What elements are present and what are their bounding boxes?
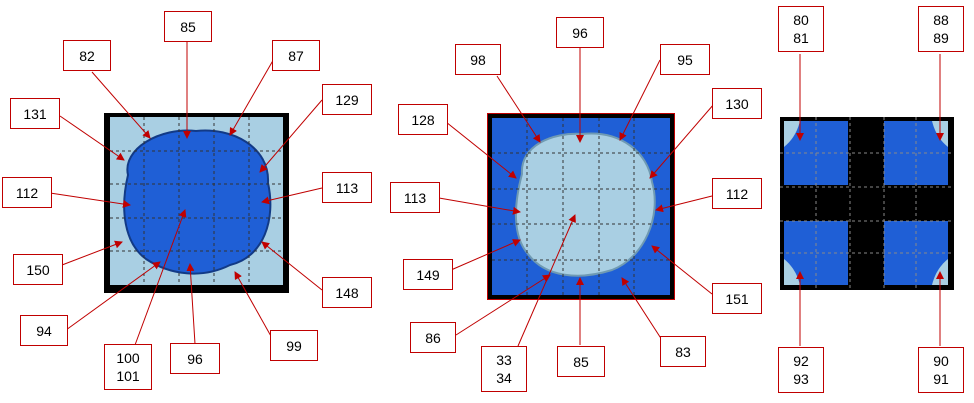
label-80-81: 80 81 (778, 6, 824, 52)
label-94: 94 (20, 315, 68, 346)
label-text: 34 (496, 370, 512, 386)
label-text: 100 (116, 350, 140, 366)
label-149: 149 (403, 259, 453, 290)
label-text: 33 (496, 352, 512, 368)
label-128: 128 (398, 104, 448, 135)
label-95: 95 (660, 44, 710, 75)
label-text: 149 (416, 266, 440, 283)
label-text: 92 (793, 353, 809, 369)
label-text: 96 (187, 350, 203, 367)
label-96b: 96 (556, 17, 604, 48)
tile-panel-1-grid (110, 117, 283, 285)
label-text: 148 (335, 284, 359, 301)
panel-2-art (492, 118, 670, 295)
label-text: 89 (933, 30, 949, 46)
label-100-101: 100 101 (104, 344, 152, 390)
label-text: 113 (335, 179, 359, 196)
label-85: 85 (164, 11, 212, 42)
label-129: 129 (322, 84, 372, 115)
panel-1-art (110, 117, 283, 285)
label-130: 130 (712, 88, 762, 119)
label-text: 81 (793, 30, 809, 46)
label-150: 150 (13, 254, 63, 285)
label-text: 128 (411, 111, 435, 128)
label-90-91: 90 91 (918, 347, 964, 393)
label-87: 87 (272, 40, 320, 71)
label-text: 130 (725, 95, 749, 112)
label-33-34: 33 34 (481, 346, 527, 392)
label-text: 90 (933, 353, 949, 369)
label-148: 148 (322, 277, 372, 308)
label-113b: 113 (390, 182, 440, 213)
label-86: 86 (410, 322, 456, 353)
label-99: 99 (270, 330, 318, 361)
label-text: 112 (15, 184, 39, 201)
label-112: 112 (2, 177, 52, 208)
label-text: 150 (26, 261, 50, 278)
label-text: 96 (572, 24, 588, 41)
label-text: 113 (403, 189, 427, 206)
label-98: 98 (455, 44, 501, 75)
label-131: 131 (10, 98, 60, 129)
label-83: 83 (660, 336, 706, 367)
label-text: 86 (425, 329, 441, 346)
label-96: 96 (170, 343, 220, 374)
label-text: 99 (286, 337, 302, 354)
label-text: 112 (725, 185, 749, 202)
label-text: 131 (23, 105, 47, 122)
label-85b: 85 (557, 346, 605, 377)
tile-panel-2-grid (492, 118, 670, 295)
label-92-93: 92 93 (778, 347, 824, 393)
label-text: 85 (180, 18, 196, 35)
label-text: 80 (793, 12, 809, 28)
label-text: 91 (933, 371, 949, 387)
label-text: 101 (116, 368, 140, 384)
label-text: 151 (725, 290, 749, 307)
label-88-89: 88 89 (918, 6, 964, 52)
label-text: 87 (288, 47, 304, 64)
label-text: 88 (933, 12, 949, 28)
label-82: 82 (63, 40, 111, 71)
label-text: 83 (675, 343, 691, 360)
label-151: 151 (712, 283, 762, 314)
label-text: 94 (36, 322, 52, 339)
label-text: 95 (677, 51, 693, 68)
label-113: 113 (322, 172, 372, 203)
label-text: 85 (573, 353, 589, 370)
label-112b: 112 (712, 178, 762, 209)
panel-3-art (780, 117, 954, 290)
label-text: 98 (470, 51, 486, 68)
label-text: 82 (79, 47, 95, 64)
label-text: 129 (335, 91, 359, 108)
label-text: 93 (793, 371, 809, 387)
tile-panel-3-grid (780, 117, 954, 290)
